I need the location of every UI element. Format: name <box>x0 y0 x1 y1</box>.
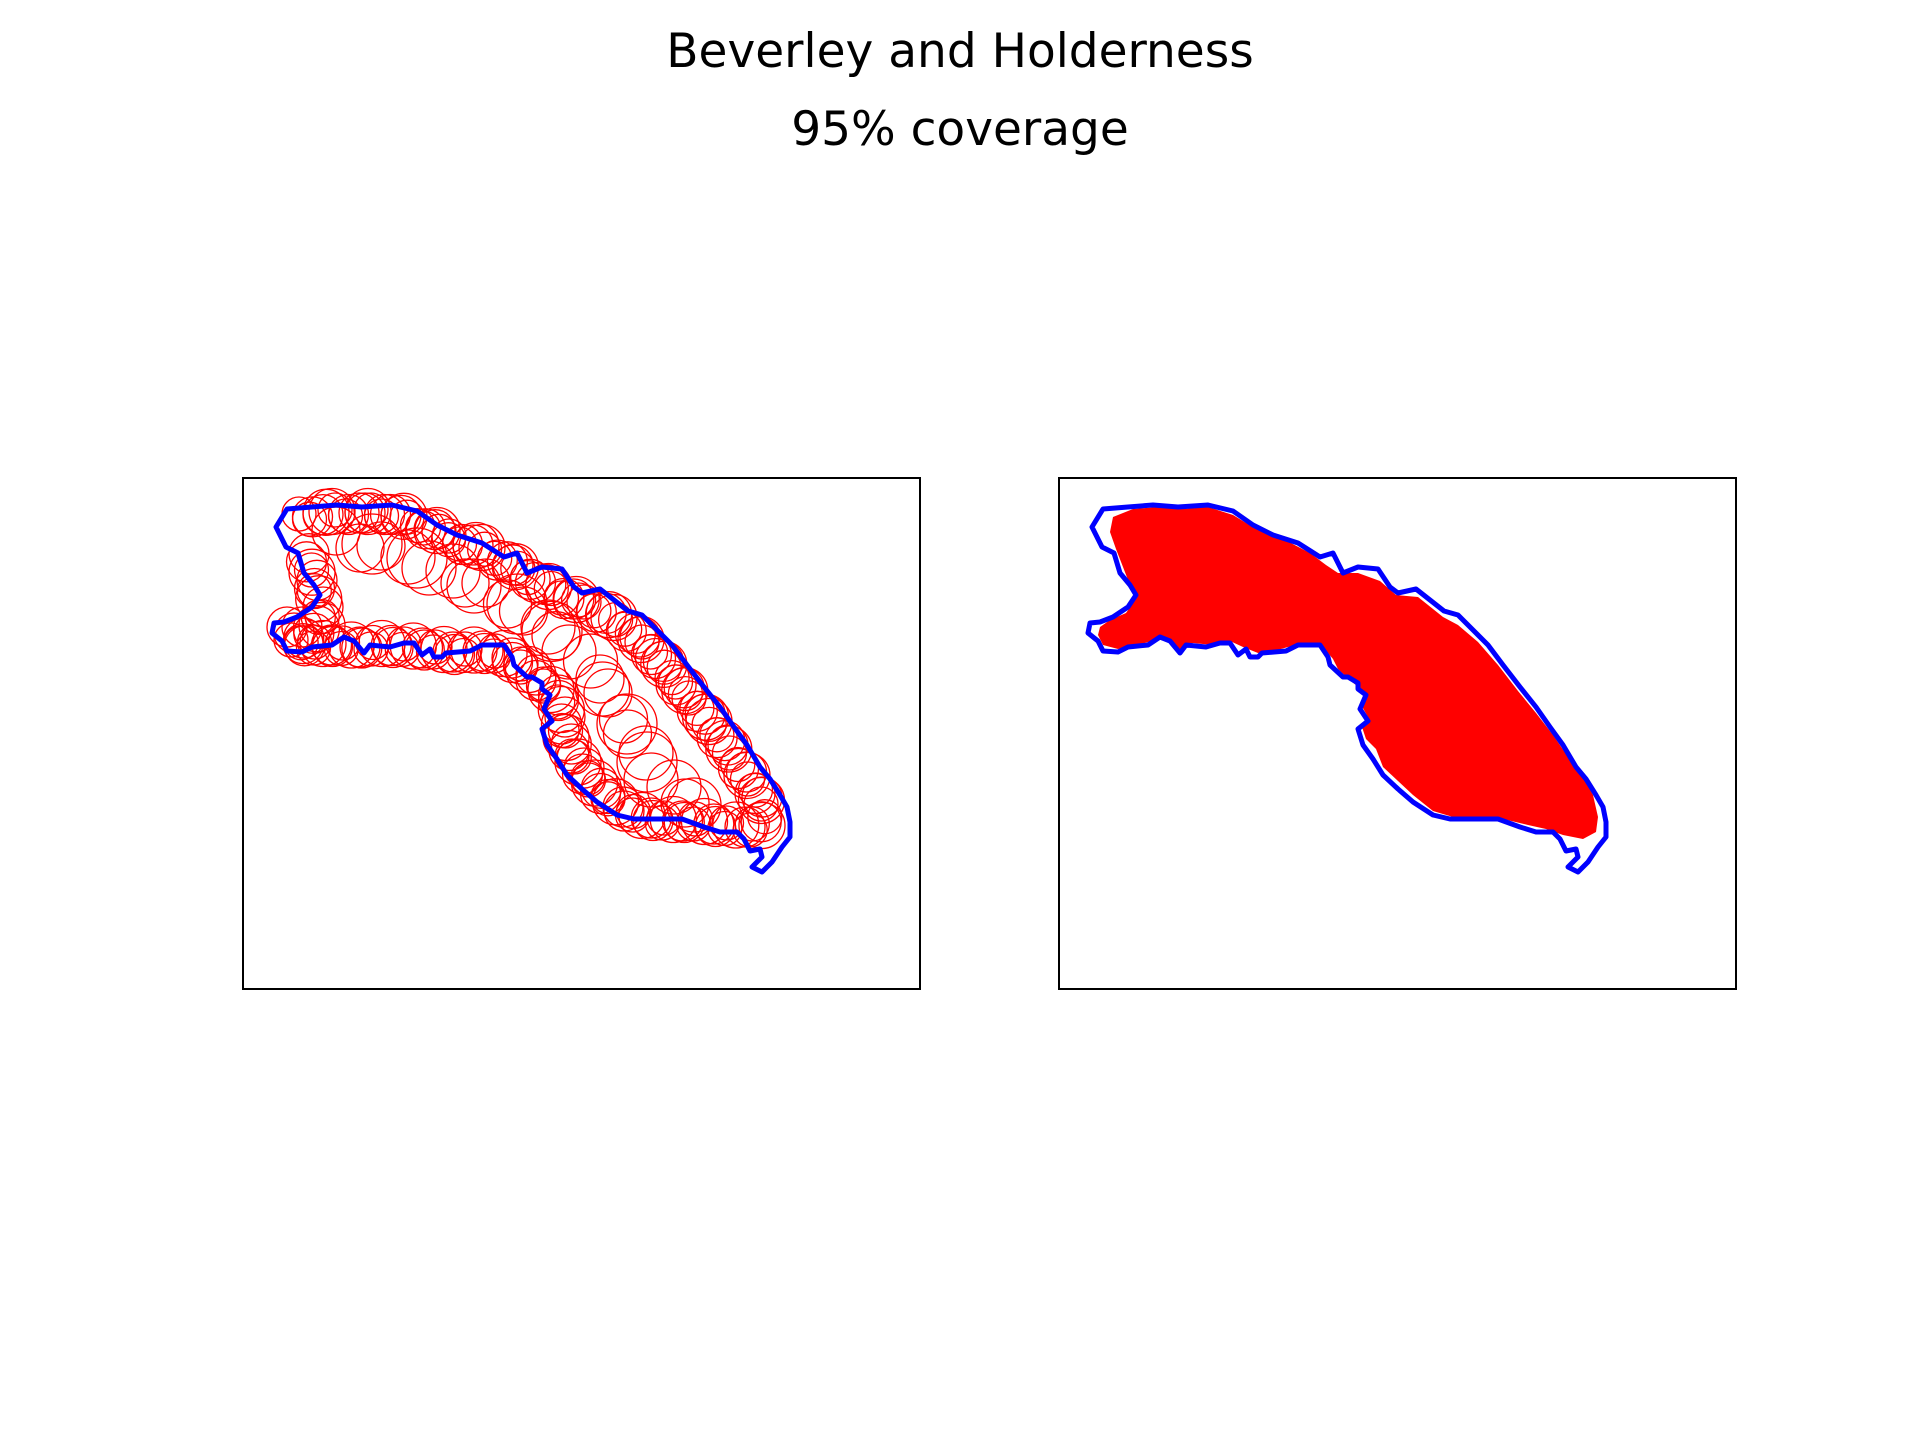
coverage-circle <box>618 725 674 781</box>
coverage-circle <box>525 668 562 704</box>
coverage-circle <box>491 637 533 679</box>
coverage-circle <box>747 799 783 835</box>
coverage-circle <box>386 527 448 589</box>
coverage-circle <box>425 543 481 599</box>
coverage-circle <box>461 558 511 608</box>
coverage-circles-panel <box>242 477 921 990</box>
coverage-circle <box>740 801 782 843</box>
coverage-circle <box>446 558 502 614</box>
coverage-circles <box>266 487 786 850</box>
coverage-circle <box>583 668 633 718</box>
coverage-circle <box>520 599 576 655</box>
coverage-circle <box>566 584 602 620</box>
coverage-circle <box>676 690 718 732</box>
coverage-circle <box>591 778 640 826</box>
figure-title: Beverley and Holderness <box>666 24 1254 79</box>
coverage-circle <box>452 521 500 570</box>
left-panel-frame <box>242 477 921 990</box>
coverage-circles-map <box>242 477 921 990</box>
figure-subtitle: 95% coverage <box>791 102 1129 157</box>
right-panel-frame <box>1058 477 1737 990</box>
region-boundary <box>269 502 793 875</box>
coverage-filled-panel <box>1058 477 1737 990</box>
coverage-filled-map <box>1058 477 1737 990</box>
coverage-circle <box>341 513 403 575</box>
coverage-circle <box>541 624 597 680</box>
coverage-circle <box>544 696 586 738</box>
coverage-circle <box>283 617 325 659</box>
coverage-circle <box>575 654 625 704</box>
coverage-circle <box>540 703 583 745</box>
coverage-circle <box>486 573 548 635</box>
coverage-circle <box>533 570 569 607</box>
coverage-circle <box>317 492 353 528</box>
coverage-area <box>1098 507 1598 839</box>
coverage-circle <box>607 611 643 647</box>
coverage-circle <box>502 649 539 685</box>
coverage-circle <box>401 627 444 669</box>
coverage-circle <box>440 558 490 608</box>
coverage-circle <box>562 633 619 689</box>
coverage-circle <box>646 759 702 815</box>
coverage-circle <box>477 633 513 669</box>
coverage-circle <box>671 680 707 716</box>
coverage-circle <box>401 540 457 596</box>
coverage-circle <box>285 541 328 583</box>
coverage-circle <box>675 806 712 842</box>
coverage-circle <box>299 619 347 668</box>
coverage-circle <box>724 806 766 848</box>
coverage-circle <box>498 586 549 636</box>
coverage-circle <box>691 706 727 743</box>
coverage-circle <box>521 600 583 662</box>
coverage-circle <box>596 693 658 755</box>
coverage-circle <box>356 521 406 571</box>
coverage-circle <box>482 579 533 629</box>
region-boundary <box>1085 502 1609 875</box>
coverage-circle <box>292 605 341 653</box>
coverage-circle <box>293 567 336 610</box>
coverage-circle <box>281 606 323 648</box>
coverage-circle <box>720 746 756 783</box>
coverage-circle <box>729 761 766 797</box>
coverage-circle <box>602 709 653 759</box>
coverage-circle <box>308 487 356 536</box>
coverage-circle <box>655 664 697 706</box>
coverage-circle <box>295 575 343 623</box>
coverage-circle <box>293 552 330 588</box>
coverage-circle <box>630 633 673 676</box>
coverage-circle <box>540 684 576 720</box>
coverage-circle <box>666 777 722 833</box>
